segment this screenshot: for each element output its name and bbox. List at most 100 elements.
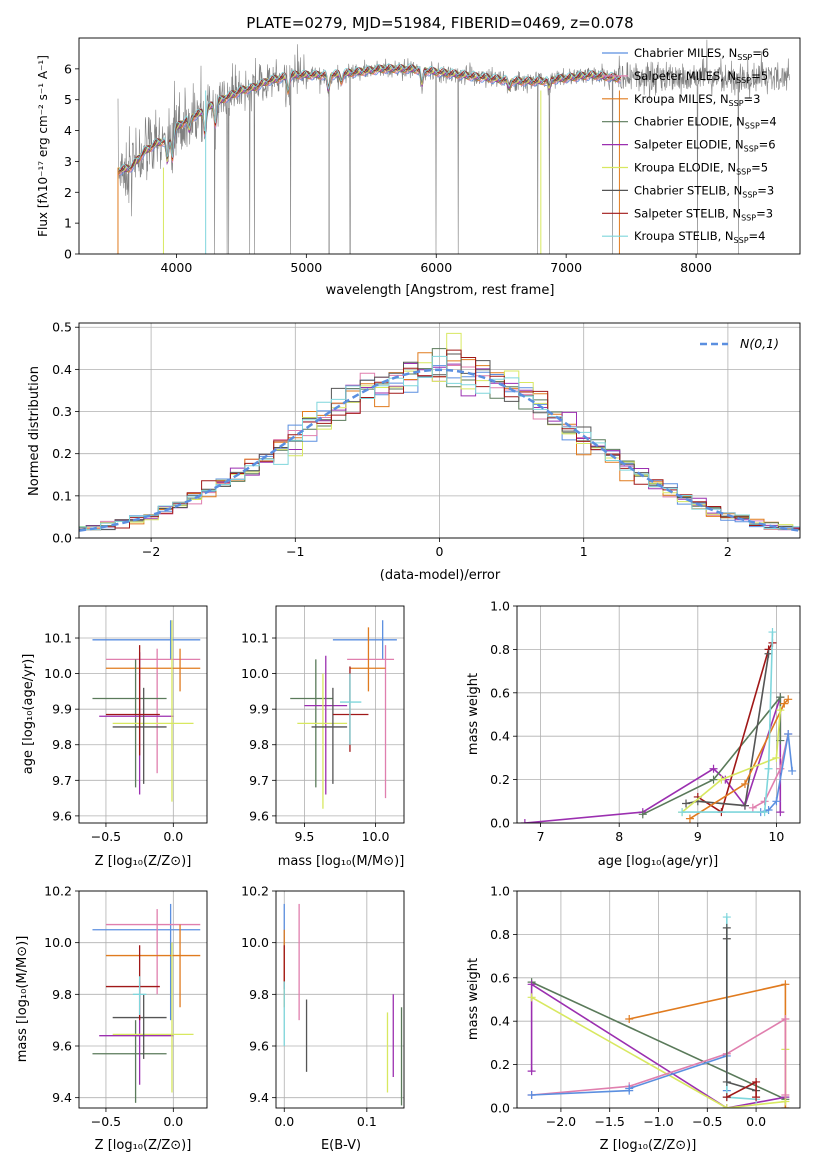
y-tick-label: 10.0 — [44, 935, 72, 950]
y-tick-label: 0 — [64, 247, 72, 262]
mass-weight-marker — [717, 775, 726, 784]
y-tick-label: 9.7 — [249, 773, 269, 788]
mass-weight-marker — [781, 1015, 790, 1024]
y-tick-label: 9.9 — [52, 702, 72, 717]
mass-weight-marker — [527, 1067, 536, 1076]
legend-entry: Chabrier MILES, NSSP=6 — [634, 46, 769, 62]
plot-area — [92, 903, 201, 1103]
y-tick-label: 0.2 — [490, 1057, 510, 1072]
mass-weight-marker — [772, 753, 781, 762]
age-vs-mass-panel: 9.5 10.0 9.6 9.7 9.8 9.9 10.0 10.1 — [241, 605, 405, 844]
legend-entry: Kroupa MILES, NSSP=3 — [634, 92, 760, 108]
mass-weight-marker — [685, 814, 694, 823]
x-tick-label: 1 — [580, 544, 588, 559]
spectrum-legend: Chabrier MILES, NSSP=6 Salpeter MILES, NS… — [602, 46, 777, 245]
axes-frame — [78, 605, 208, 824]
y-tick-label: 10.1 — [241, 631, 269, 646]
legend-entry: Salpeter MILES, NSSP=5 — [634, 69, 768, 85]
y-tick-label: 0.4 — [52, 362, 72, 377]
y-tick-label: 0.4 — [490, 1014, 510, 1029]
x-tick-label: 10.0 — [362, 829, 390, 844]
mass-weight-series-line — [697, 642, 774, 814]
x-tick-label: 7 — [537, 829, 545, 844]
age-mass-xlabel: mass [log₁₀(M/M⊙)] — [278, 854, 405, 869]
x-tick-label: −1.5 — [595, 1114, 625, 1129]
mass-weight-marker — [722, 1093, 731, 1102]
y-tick-label: 0.4 — [490, 729, 510, 744]
x-tick-label: −2 — [142, 544, 160, 559]
w-age-ylabel: mass weight — [466, 673, 481, 755]
y-tick-label: 9.6 — [52, 1039, 72, 1054]
y-tick-label: 0.2 — [490, 772, 510, 787]
legend-entry: Chabrier ELODIE, NSSP=4 — [634, 115, 777, 131]
mass-weight-marker — [625, 1084, 634, 1093]
y-tick-label: 0.1 — [52, 488, 72, 503]
mass-vs-extinction-panel: 0.0 0.1 9.4 9.6 9.8 10.0 10.2 — [241, 884, 405, 1129]
mass-weight-marker — [638, 810, 647, 819]
mass-weight-marker — [776, 764, 785, 773]
y-tick-label: 0.8 — [490, 642, 510, 657]
axes-frame — [516, 890, 801, 1109]
mass-weight-series-line — [681, 710, 782, 813]
residuals-xlabel: (data-model)/error — [380, 568, 501, 583]
w-z-ylabel: mass weight — [466, 958, 481, 1040]
y-tick-label: 9.8 — [52, 987, 72, 1002]
mass-ebv-xlabel: E(B-V) — [321, 1138, 361, 1153]
mass-weight-marker — [722, 934, 731, 943]
y-tick-label: 10.0 — [241, 666, 269, 681]
x-tick-label: 8 — [615, 829, 623, 844]
y-tick-label: 0.5 — [52, 320, 72, 335]
y-tick-label: 9.6 — [52, 808, 72, 823]
y-tick-label: 10.0 — [44, 666, 72, 681]
x-tick-label: −0.5 — [91, 1114, 121, 1129]
mass-weight-marker — [527, 993, 536, 1002]
mass-weight-marker — [740, 779, 749, 788]
x-tick-label: 8000 — [680, 260, 712, 275]
y-tick-label: 1.0 — [490, 884, 510, 899]
mass-weight-marker — [527, 1090, 536, 1099]
mass-weight-marker — [780, 699, 789, 708]
residual-histogram-panel: −2 −1 0 1 2 0.0 0.1 0.2 0.3 0.4 0.5 N(0,1) — [52, 320, 801, 559]
x-tick-label: −0.5 — [692, 1114, 722, 1129]
mass-vs-metallicity-panel: −0.5 0.0 9.4 9.6 9.8 10.0 10.2 — [44, 884, 208, 1129]
x-tick-label: 0.0 — [163, 829, 183, 844]
w-z-xlabel: Z [log₁₀(Z/Z⊙)] — [600, 1138, 697, 1153]
legend-entry: N(0,1) — [740, 336, 779, 351]
x-tick-label: 0.0 — [163, 1114, 183, 1129]
y-tick-label: 0.0 — [490, 816, 510, 831]
mass-weight-marker — [760, 808, 769, 817]
x-tick-label: 7000 — [550, 260, 582, 275]
x-tick-label: −2.0 — [546, 1114, 576, 1129]
mass-weight-marker — [709, 764, 718, 773]
mass-weight-marker — [722, 1104, 731, 1108]
mass-weight-marker — [768, 628, 777, 637]
mass-weight-series-line — [689, 698, 789, 820]
legend-entry: Kroupa STELIB, NSSP=4 — [634, 229, 765, 245]
mass-weight-marker — [722, 913, 731, 922]
axes-frame — [78, 322, 801, 539]
axes-frame — [516, 605, 801, 824]
y-tick-label: 9.4 — [52, 1090, 72, 1105]
mass-z-ylabel: mass [log₁₀(M/M⊙)] — [15, 936, 30, 1063]
x-tick-label: 9.5 — [294, 829, 314, 844]
mass-weight-marker — [772, 797, 781, 806]
residual-histogram-step — [79, 332, 800, 531]
x-tick-label: 10 — [768, 829, 784, 844]
y-tick-label: 0.6 — [490, 685, 510, 700]
mass-weight-marker — [781, 980, 790, 989]
plot-area — [520, 628, 797, 823]
mass-weight-series-line — [524, 696, 782, 823]
age-z-xlabel: Z [log₁₀(Z/Z⊙)] — [95, 854, 192, 869]
y-tick-label: 0.0 — [52, 531, 72, 546]
x-tick-label: 5000 — [290, 260, 322, 275]
mass-weight-marker — [764, 764, 773, 773]
mass-z-xlabel: Z [log₁₀(Z/Z⊙)] — [95, 1138, 192, 1153]
mass-weight-series-line — [725, 927, 757, 1092]
model-spectrum-line — [117, 63, 622, 172]
mass-weight-marker — [776, 706, 785, 715]
plot-area — [92, 620, 201, 802]
residuals-ylabel: Normed distribution — [27, 366, 42, 496]
age-z-ylabel: age [log₁₀(age/yr)] — [21, 654, 36, 775]
mass-weight-marker — [752, 1077, 761, 1086]
plot-area — [283, 903, 403, 1106]
